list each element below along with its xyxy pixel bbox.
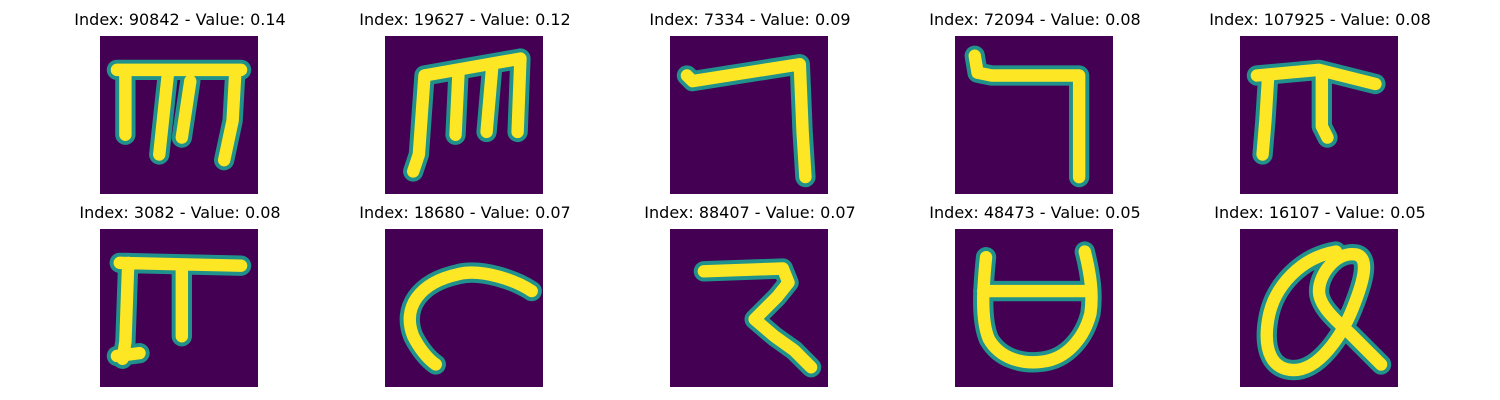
pi-glyph-image (1240, 36, 1398, 194)
panel-title: Index: 16107 - Value: 0.05 (1214, 203, 1426, 222)
panel-title: Index: 7334 - Value: 0.09 (649, 10, 851, 29)
panel-6: Index: 3082 - Value: 0.08 (50, 203, 310, 393)
z-glyph-image (670, 229, 828, 387)
panel-title: Index: 72094 - Value: 0.08 (929, 10, 1141, 29)
pi-glyph-2-image (100, 229, 258, 387)
panel-title: Index: 19627 - Value: 0.12 (359, 10, 571, 29)
panel-1: Index: 90842 - Value: 0.14 (50, 10, 310, 200)
panel-title: Index: 3082 - Value: 0.08 (79, 203, 281, 222)
panel-4: Index: 72094 - Value: 0.08 (905, 10, 1165, 200)
panel-title: Index: 48473 - Value: 0.05 (929, 203, 1141, 222)
corner-glyph-2-image (955, 36, 1113, 194)
panel-title: Index: 107925 - Value: 0.08 (1209, 10, 1431, 29)
panel-title: Index: 90842 - Value: 0.14 (74, 10, 286, 29)
m-glyph-bold-image (385, 36, 543, 194)
panel-8: Index: 88407 - Value: 0.07 (620, 203, 880, 393)
panel-10: Index: 16107 - Value: 0.05 (1190, 203, 1450, 393)
panel-9: Index: 48473 - Value: 0.05 (905, 203, 1165, 393)
panel-7: Index: 18680 - Value: 0.07 (335, 203, 595, 393)
panel-title: Index: 88407 - Value: 0.07 (644, 203, 856, 222)
panel-title: Index: 18680 - Value: 0.07 (359, 203, 571, 222)
cup-glyph-image (955, 229, 1113, 387)
hook-glyph-image (385, 229, 543, 387)
loop-glyph-image (1240, 229, 1398, 387)
m-glyph-image (100, 36, 258, 194)
corner-glyph-image (670, 36, 828, 194)
panel-3: Index: 7334 - Value: 0.09 (620, 10, 880, 200)
panel-2: Index: 19627 - Value: 0.12 (335, 10, 595, 200)
panel-5: Index: 107925 - Value: 0.08 (1190, 10, 1450, 200)
